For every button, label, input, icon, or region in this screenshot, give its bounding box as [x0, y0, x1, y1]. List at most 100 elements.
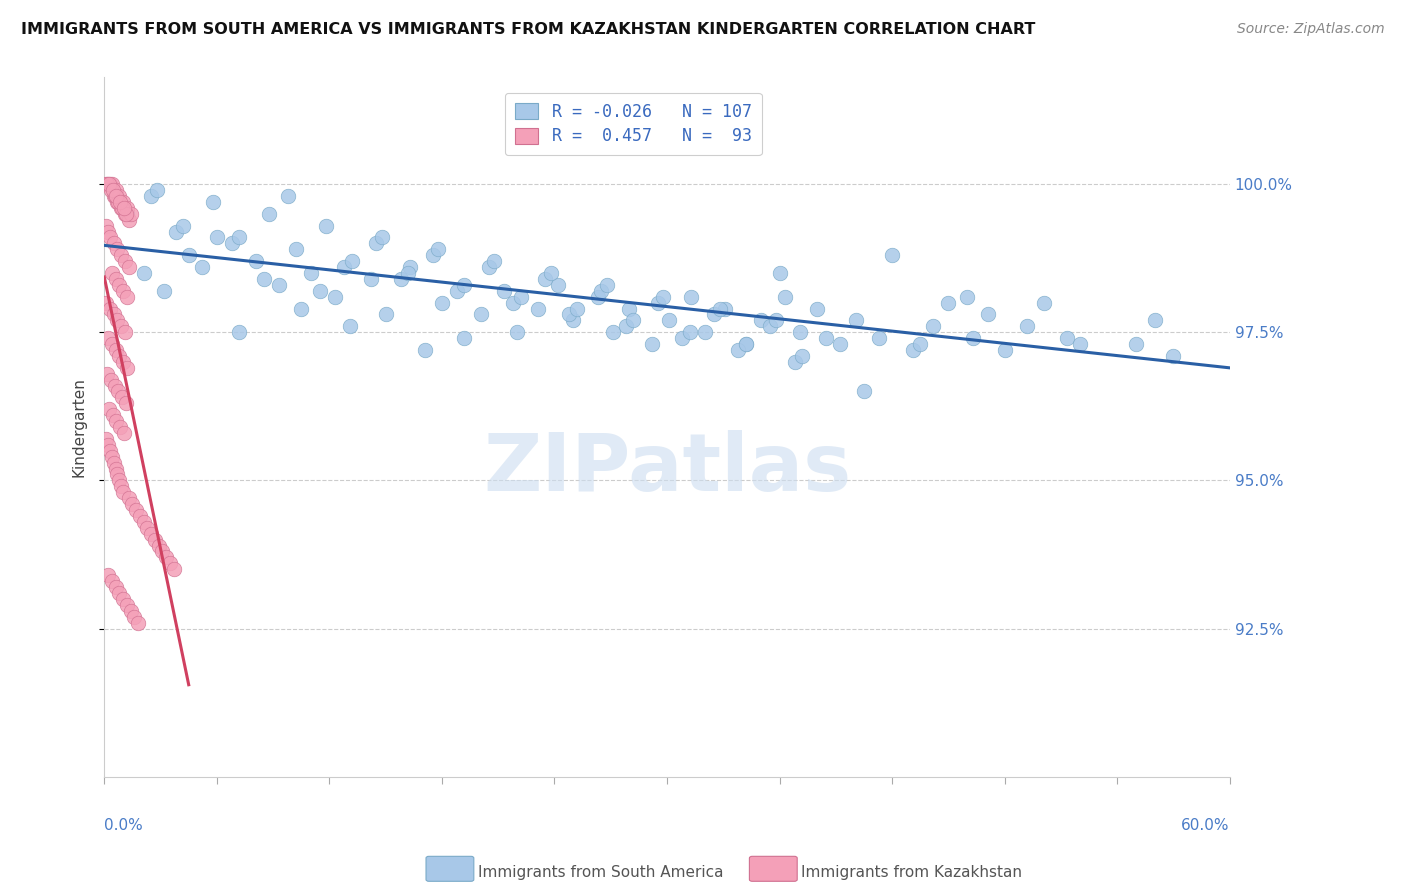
Point: [1017, 319, 1039, 334]
Point: [104, 378, 127, 392]
Point: [470, 308, 492, 322]
Point: [371, 230, 394, 244]
Point: [105, 189, 128, 203]
Point: [901, 343, 924, 357]
Point: [96, 177, 118, 191]
Point: [478, 260, 501, 274]
Point: [100, 373, 122, 387]
Point: [228, 230, 250, 244]
Point: [108, 349, 131, 363]
Point: [284, 242, 307, 256]
Text: 60.0%: 60.0%: [1181, 818, 1230, 833]
Point: [245, 254, 267, 268]
Point: [205, 230, 228, 244]
Point: [693, 325, 716, 339]
Point: [112, 425, 135, 440]
Point: [172, 219, 194, 233]
Point: [399, 260, 422, 274]
Point: [540, 266, 562, 280]
Point: [153, 284, 176, 298]
Point: [562, 313, 585, 327]
Point: [671, 331, 693, 345]
Point: [621, 313, 644, 327]
Point: [103, 189, 125, 203]
Point: [413, 343, 436, 357]
Point: [267, 277, 290, 292]
Y-axis label: Kindergarten: Kindergarten: [72, 377, 86, 477]
Text: Immigrants from Kazakhstan: Immigrants from Kazakhstan: [801, 865, 1022, 880]
Point: [299, 266, 322, 280]
Point: [115, 201, 138, 215]
Point: [112, 355, 135, 369]
Point: [115, 207, 138, 221]
Point: [366, 236, 388, 251]
Point: [97, 225, 120, 239]
Point: [1033, 295, 1056, 310]
Point: [502, 295, 524, 310]
Point: [783, 355, 806, 369]
Text: Source: ZipAtlas.com: Source: ZipAtlas.com: [1237, 22, 1385, 37]
Point: [977, 308, 1000, 322]
Point: [1143, 313, 1166, 327]
Point: [136, 521, 159, 535]
Point: [165, 225, 187, 239]
Point: [103, 456, 125, 470]
Point: [768, 266, 790, 280]
Point: [110, 420, 132, 434]
Point: [108, 586, 131, 600]
Point: [1163, 349, 1185, 363]
Point: [749, 313, 772, 327]
Point: [143, 533, 166, 547]
Point: [115, 290, 138, 304]
Text: 0.0%: 0.0%: [104, 818, 143, 833]
Point: [228, 325, 250, 339]
Point: [221, 236, 243, 251]
Point: [430, 295, 453, 310]
Point: [709, 301, 731, 316]
Point: [619, 301, 641, 316]
Point: [1125, 337, 1147, 351]
Point: [565, 301, 588, 316]
Point: [100, 183, 122, 197]
Point: [103, 308, 125, 322]
Point: [97, 331, 120, 345]
Point: [703, 308, 725, 322]
Point: [323, 290, 346, 304]
Point: [339, 319, 361, 334]
Point: [125, 503, 148, 517]
Point: [111, 391, 134, 405]
Point: [96, 367, 118, 381]
Point: [104, 189, 127, 203]
Point: [107, 384, 129, 399]
Point: [681, 290, 703, 304]
Point: [110, 201, 132, 215]
Point: [938, 295, 960, 310]
Point: [422, 248, 444, 262]
Point: [101, 177, 124, 191]
Point: [734, 337, 756, 351]
Point: [96, 432, 118, 446]
Point: [1069, 337, 1091, 351]
Point: [107, 242, 129, 256]
Point: [141, 189, 163, 203]
Point: [104, 272, 127, 286]
Point: [121, 497, 143, 511]
Point: [108, 277, 131, 292]
Point: [114, 207, 136, 221]
Point: [547, 277, 569, 292]
Point: [96, 177, 118, 191]
Point: [108, 474, 131, 488]
Point: [132, 266, 155, 280]
Legend: R = -0.026   N = 107, R =  0.457   N =  93: R = -0.026 N = 107, R = 0.457 N = 93: [505, 93, 762, 155]
Point: [110, 479, 132, 493]
Point: [103, 236, 125, 251]
Point: [806, 301, 828, 316]
Point: [97, 177, 120, 191]
Point: [129, 508, 152, 523]
Point: [453, 331, 475, 345]
Point: [101, 408, 124, 422]
Point: [910, 337, 932, 351]
Point: [101, 183, 124, 197]
Point: [110, 194, 132, 209]
Point: [97, 568, 120, 582]
